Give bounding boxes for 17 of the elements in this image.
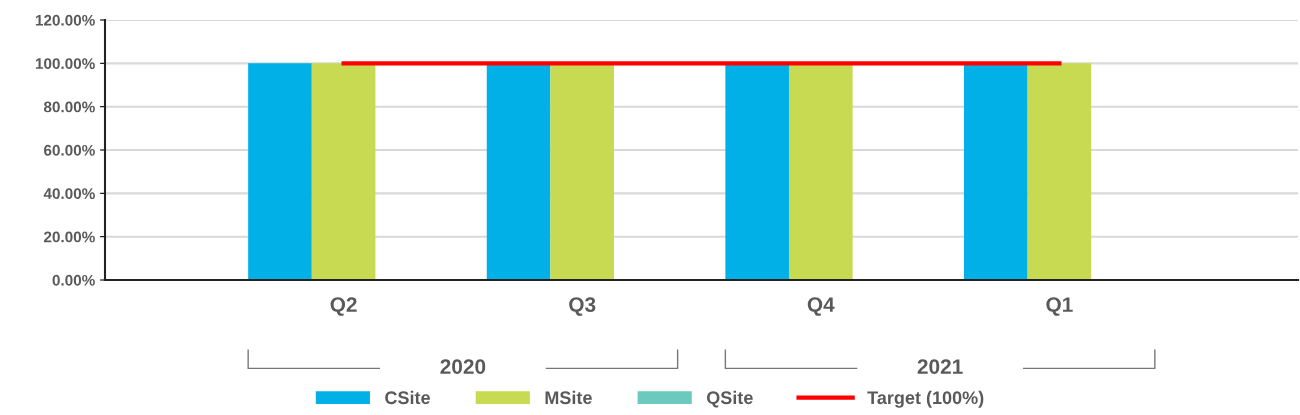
legend-label: Target (100%) xyxy=(867,390,984,408)
y-tick-label: 20.00% xyxy=(43,231,95,243)
y-tick-label: 0.00% xyxy=(52,274,95,286)
x-tick-label: Q4 xyxy=(807,297,835,316)
text: 2020 xyxy=(440,359,486,374)
legend-label: QSite xyxy=(706,390,753,408)
text: 2021 xyxy=(917,359,963,374)
y-tick-label: 100.00% xyxy=(35,58,95,70)
x-tick-label: Q3 xyxy=(569,297,596,316)
y-tick-label: 120.00% xyxy=(35,14,95,26)
y-tick-label: 80.00% xyxy=(43,101,95,113)
x-tick-label: Q1 xyxy=(1046,297,1073,316)
legend-label: MSite xyxy=(545,390,592,405)
legend-label: CSite xyxy=(385,390,430,405)
y-tick-label: 40.00% xyxy=(43,188,95,200)
y-tick-label: 60.00% xyxy=(44,144,95,156)
x-tick-label: Q2 xyxy=(330,297,357,316)
